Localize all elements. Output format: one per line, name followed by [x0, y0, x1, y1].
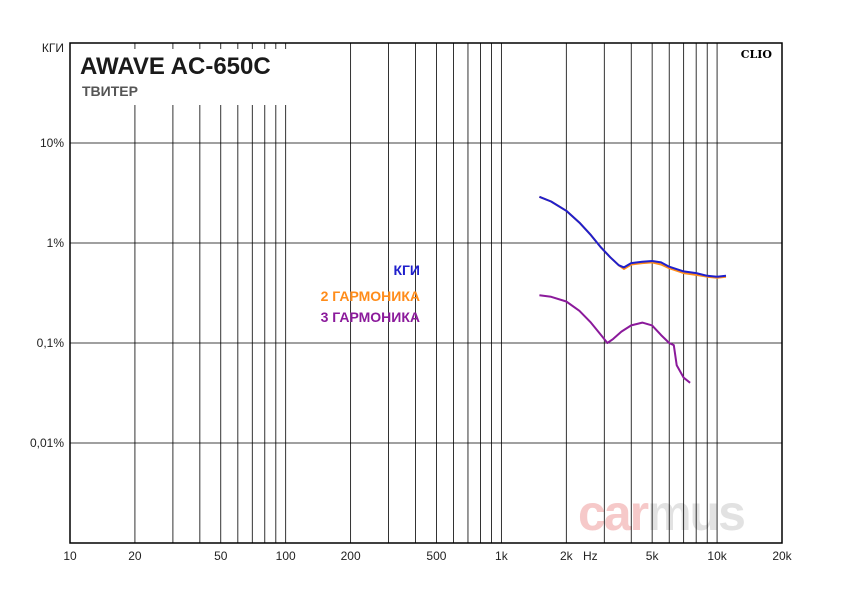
x-tick-label: 20k — [772, 549, 792, 563]
x-tick-label: 100 — [276, 549, 296, 563]
series-lines — [539, 195, 727, 384]
series-line-3 — [539, 294, 691, 384]
y-tick-label: 0,1% — [37, 336, 65, 350]
legend: КГИ 2 ГАРМОНИКА 3 ГАРМОНИКА — [321, 262, 420, 325]
x-tick-label: 50 — [214, 549, 228, 563]
clio-badge-background — [734, 47, 778, 63]
chart-title: AWAVE AC-650C — [80, 53, 271, 80]
y-axis-label: КГИ — [42, 41, 64, 55]
x-tick-label: 10 — [63, 549, 77, 563]
x-tick-label: 10k — [707, 549, 727, 563]
x-tick-label: 2k — [560, 549, 574, 563]
watermark: carmus — [578, 485, 746, 541]
legend-entry: 2 ГАРМОНИКА — [321, 288, 420, 304]
x-unit-label: Hz — [583, 549, 598, 563]
title-background — [78, 49, 288, 105]
x-tick-labels: 10 20 50 100 200 500 1k 2k 5k 10k 20k — [63, 549, 792, 563]
svg-text:carmus: carmus — [578, 485, 744, 541]
grid — [70, 43, 782, 543]
clio-badge: CLIO — [741, 48, 773, 61]
legend-entry: КГИ — [393, 262, 420, 278]
y-tick-labels: 10% 1% 0,1% 0,01% — [30, 136, 64, 450]
watermark-part-2: mus — [647, 485, 744, 541]
plot-frame — [69, 42, 783, 544]
y-tick-label: 10% — [40, 136, 64, 150]
legend-entry: 3 ГАРМОНИКА — [321, 309, 420, 325]
x-tick-label: 20 — [128, 549, 142, 563]
x-tick-label: 1k — [495, 549, 509, 563]
series-line-2 — [539, 195, 727, 279]
watermark-part-1: car — [578, 485, 649, 541]
chart-subtitle: ТВИТЕР — [82, 83, 138, 99]
y-tick-label: 1% — [47, 236, 65, 250]
series-line-1 — [539, 195, 727, 278]
x-tick-label: 5k — [646, 549, 660, 563]
y-tick-label: 0,01% — [30, 436, 64, 450]
x-tick-label: 500 — [426, 549, 446, 563]
x-tick-label: 200 — [341, 549, 361, 563]
